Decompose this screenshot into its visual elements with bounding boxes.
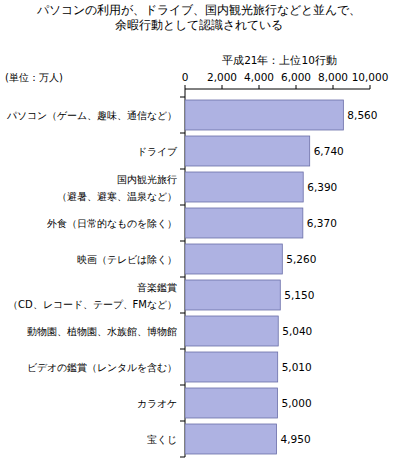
x-tick xyxy=(370,85,371,89)
bar xyxy=(185,388,278,418)
category-label-line: 外食（日常的なものを除く） xyxy=(47,218,177,229)
bar xyxy=(185,172,303,202)
x-tick xyxy=(259,85,260,89)
category-label-line: 音楽鑑賞 xyxy=(137,282,177,293)
bar xyxy=(185,424,277,454)
category-label-line: 映画（テレビは除く） xyxy=(77,254,177,265)
category-label-line: ドライブ xyxy=(137,146,178,157)
x-tick xyxy=(185,85,186,89)
category-tick xyxy=(180,349,185,350)
category-label: 国内観光旅行 （避暑、避寒、温泉など） xyxy=(57,174,177,202)
x-tick-label: 4,000 xyxy=(244,71,274,83)
title: パソコンの利用が、ドライブ、国内観光旅行などと並んで、余暇行動として認識されてい… xyxy=(36,3,361,32)
bar xyxy=(185,136,310,166)
subtitle: 平成21年：上位10行動 xyxy=(222,54,337,66)
category-label-line: 国内観光旅行 xyxy=(117,174,177,185)
axis-label: (単位：万人) xyxy=(5,72,63,83)
category-label: パソコン（ゲーム、趣味、通信など） xyxy=(6,110,177,121)
data-label: 5,010 xyxy=(282,361,312,373)
category-label: 外食（日常的なものを除く） xyxy=(47,218,177,229)
data-label: 6,390 xyxy=(307,181,337,193)
category-tick xyxy=(180,133,185,134)
category-label-line: （避暑、避寒、温泉など） xyxy=(57,191,177,202)
x-tick-label: 8,000 xyxy=(318,71,348,83)
category-label-line: パソコン（ゲーム、趣味、通信など） xyxy=(6,110,177,121)
category-label: 映画（テレビは除く） xyxy=(77,254,177,265)
category-label-line: カラオケ xyxy=(137,398,177,409)
category-label: 動物園、植物園、水族館、博物館 xyxy=(27,326,177,337)
data-label: 8,560 xyxy=(347,109,377,121)
category-tick xyxy=(180,97,185,98)
x-tick-label: 6,000 xyxy=(281,71,311,83)
bar xyxy=(185,316,278,346)
category-tick xyxy=(180,313,185,314)
category-tick xyxy=(180,277,185,278)
chart: パソコンの利用が、ドライブ、国内観光旅行などと並んで、余暇行動として認識されてい… xyxy=(0,0,398,465)
bars xyxy=(185,100,343,454)
title-line: パソコンの利用が、ドライブ、国内観光旅行などと並んで、 xyxy=(36,3,361,17)
bar xyxy=(185,352,278,382)
x-tick-label: 0 xyxy=(182,71,189,83)
category-tick xyxy=(180,169,185,170)
data-label: 4,950 xyxy=(281,433,311,445)
category-label: カラオケ xyxy=(137,398,177,409)
category-label-line: （CD、レコード、テープ、FMなど） xyxy=(8,299,177,310)
x-tick xyxy=(222,85,223,89)
bar xyxy=(185,280,280,310)
category-label: 宝くじ xyxy=(147,434,177,445)
category-tick xyxy=(180,457,185,458)
bar xyxy=(185,208,303,238)
x-tick xyxy=(333,85,334,89)
title-line: 余暇行動として認識されている xyxy=(115,18,283,32)
data-label: 6,740 xyxy=(314,145,344,157)
x-axis xyxy=(185,89,370,90)
category-tick xyxy=(180,385,185,386)
category-label-line: 動物園、植物園、水族館、博物館 xyxy=(27,326,177,337)
category-label: 音楽鑑賞 （CD、レコード、テープ、FMなど） xyxy=(8,282,177,310)
category-tick xyxy=(180,421,185,422)
x-tick xyxy=(296,85,297,89)
x-tick-label: 10,000 xyxy=(352,71,389,83)
bar xyxy=(185,100,343,130)
category-label-line: ビデオの鑑賞（レンタルを含む） xyxy=(27,362,177,373)
data-label: 5,150 xyxy=(284,289,314,301)
data-label: 5,000 xyxy=(282,397,312,409)
category-tick xyxy=(180,241,185,242)
category-tick xyxy=(180,205,185,206)
data-label: 5,260 xyxy=(286,253,316,265)
data-label: 5,040 xyxy=(282,325,312,337)
data-label: 6,370 xyxy=(307,217,337,229)
category-label: ビデオの鑑賞（レンタルを含む） xyxy=(27,362,177,373)
category-label: ドライブ xyxy=(137,146,178,157)
x-tick-label: 2,000 xyxy=(207,71,237,83)
bar xyxy=(185,244,282,274)
category-label-line: 宝くじ xyxy=(147,434,177,445)
